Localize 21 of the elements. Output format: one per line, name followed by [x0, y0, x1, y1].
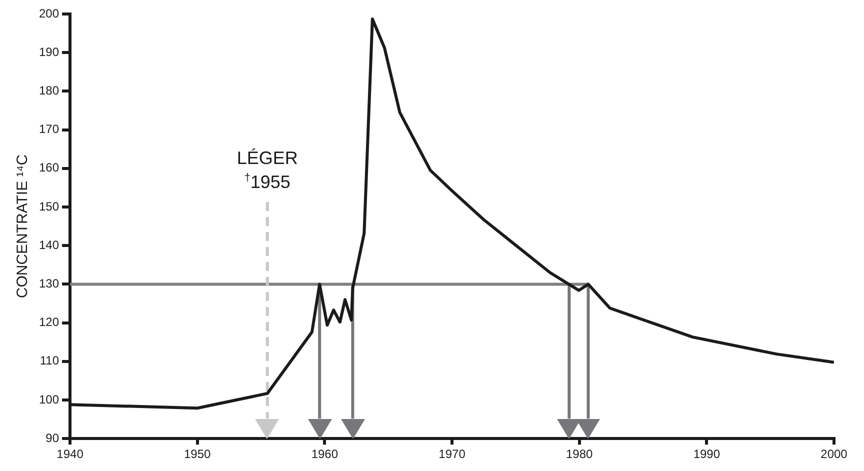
y-tick-label: 100 — [38, 392, 60, 406]
y-tick-label: 200 — [38, 6, 60, 20]
y-tick-label: 110 — [40, 354, 60, 368]
y-tick-label: 180 — [38, 84, 60, 98]
y-tick-label: 90 — [46, 430, 60, 445]
x-tick-label: 1940 — [56, 447, 84, 462]
x-tick-label: 1950 — [184, 447, 212, 462]
y-tick-label: 140 — [38, 238, 60, 252]
y-tick-label: 190 — [38, 44, 60, 59]
y-axis-title: CONCENTRATIE ¹⁴C — [14, 154, 32, 298]
x-tick-label: 1970 — [438, 447, 466, 462]
y-tick-label: 120 — [38, 315, 60, 330]
ref-line-label: LÉGER †1955 — [236, 148, 298, 192]
x-tick-label: 1980 — [566, 447, 594, 462]
y-tick-label: 160 — [38, 160, 60, 175]
x-tick-label: 2000 — [820, 447, 848, 462]
y-tick-label: 170 — [38, 122, 60, 136]
x-tick-label: 1960 — [311, 447, 338, 462]
y-tick-label: 150 — [38, 199, 60, 214]
x-tick-label: 1990 — [693, 447, 720, 462]
y-tick-label: 130 — [38, 276, 60, 291]
